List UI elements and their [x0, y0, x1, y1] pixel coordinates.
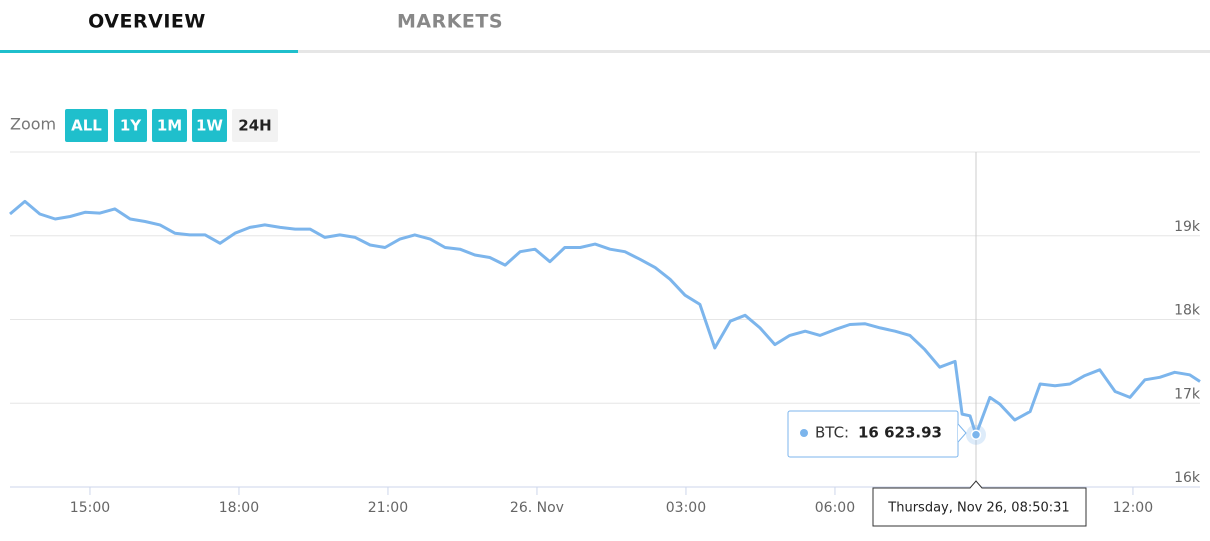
tab[interactable]: OVERVIEW	[88, 11, 206, 33]
zoom-button[interactable]: ALL	[65, 109, 108, 142]
zoom-buttons: ALL 1Y 1M 1W 24H	[65, 109, 278, 142]
x-tick-label: 21:00	[368, 500, 408, 516]
zoom-button[interactable]: 24H	[232, 109, 278, 142]
hover-point	[970, 429, 982, 440]
zoom-button-bg	[152, 109, 187, 142]
price-line	[9, 199, 1201, 437]
zoom-button-label: 1W	[196, 117, 223, 135]
y-tick-label: 16k	[1174, 470, 1201, 486]
zoom-button-label: 1M	[157, 117, 182, 135]
x-tick-label: 15:00	[70, 500, 110, 516]
zoom-button-bg	[114, 109, 147, 142]
zoom-button-label: 1Y	[120, 117, 142, 135]
tooltip-arrow	[957, 423, 967, 443]
date-tooltip: Thursday, Nov 26, 08:50:31	[872, 480, 1087, 527]
zoom-button-label: 24H	[238, 117, 271, 135]
zoom-button-bg	[192, 109, 227, 142]
x-tick-label: 18:00	[219, 500, 259, 516]
tab[interactable]: MARKETS	[397, 11, 503, 33]
tooltip-series: BTC:	[815, 424, 849, 442]
zoom-button-bg	[232, 109, 278, 142]
zoom-label: Zoom	[10, 115, 56, 134]
tooltip-value: 16 623.93	[858, 424, 942, 442]
x-tick-label: 03:00	[666, 500, 706, 516]
zoom-button[interactable]: 1M	[152, 109, 187, 142]
zoom-button[interactable]: 1Y	[114, 109, 147, 142]
date-tooltip-text: Thursday, Nov 26, 08:50:31	[887, 501, 1069, 516]
zoom-button[interactable]: 1W	[192, 109, 227, 142]
tooltip: BTC: 16 623.93	[787, 410, 967, 458]
zoom-button-label: ALL	[71, 117, 102, 135]
plot: 16k 17k 18k 19k 15:00 18:00 21:00 26. Nov 03:00 0…	[9, 152, 1201, 527]
tab-rule	[0, 50, 1210, 53]
zoom-button-bg	[65, 109, 108, 142]
y-tick-label: 19k	[1174, 219, 1201, 235]
y-tick-label: 17k	[1174, 386, 1201, 402]
tooltip-dot	[800, 429, 808, 437]
date-tooltip-box	[872, 480, 1087, 527]
x-tick-label: 06:00	[815, 500, 855, 516]
x-tick-label: 26. Nov	[510, 500, 564, 516]
y-tick-label: 18k	[1174, 303, 1201, 319]
tab-indicator	[0, 50, 298, 53]
x-tick-label: 12:00	[1113, 500, 1153, 516]
